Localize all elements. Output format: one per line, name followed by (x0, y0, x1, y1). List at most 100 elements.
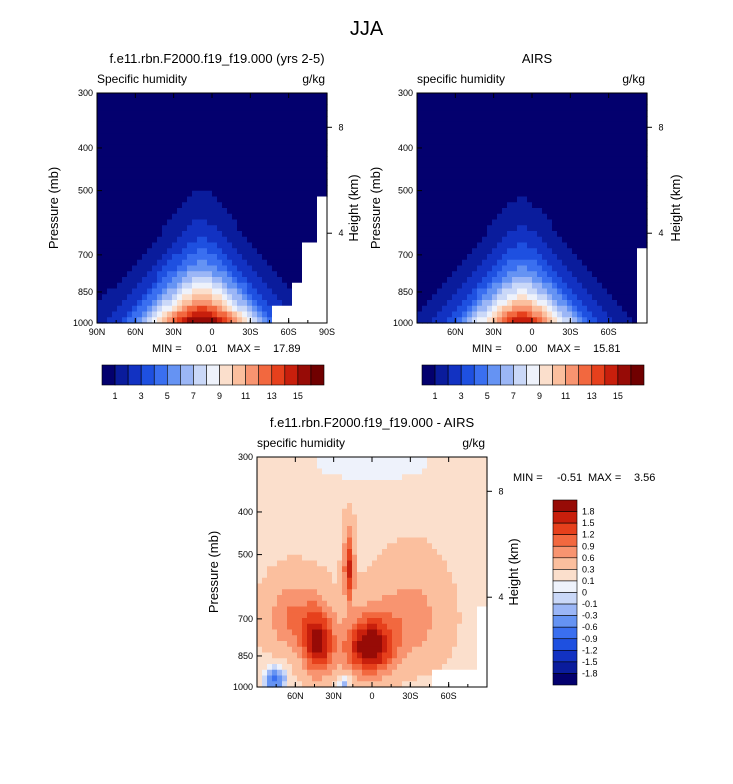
panel-1-cell (117, 98, 123, 106)
panel-1-cell (252, 167, 258, 175)
panel-3-cell (257, 503, 263, 510)
panel-1-cell (192, 127, 198, 134)
panel-1-cell (97, 277, 103, 284)
panel-1-cell (237, 213, 243, 221)
panel-1-cell (257, 110, 263, 117)
panel-2-cell (597, 121, 603, 129)
panel-2-cell (482, 271, 488, 278)
panel-2-cell (622, 173, 628, 180)
panel-2-cell (637, 277, 643, 284)
panel-2-cell (602, 127, 608, 134)
panel-3-cell (377, 641, 383, 648)
panel-2-cell (637, 259, 643, 267)
panel-2-cell (462, 202, 468, 209)
panel-2-cell (527, 139, 533, 146)
panel-3-cell (312, 514, 318, 521)
panel-3-cell (367, 572, 373, 579)
panel-3-cell (287, 497, 293, 504)
panel-2-cell (537, 213, 543, 221)
panel-2-cell (632, 254, 638, 261)
panel-3-cell (382, 669, 388, 677)
panel-3-cell (317, 664, 323, 671)
panel-2-cell (492, 133, 498, 140)
panel-2-cell (552, 190, 558, 198)
panel-3-cell (377, 566, 383, 573)
panel-3-cell (382, 549, 388, 556)
panel-1-cell (302, 167, 308, 175)
panel-2-cell (437, 305, 443, 313)
panel-2-cell (642, 282, 648, 290)
panel-3-cell (392, 577, 398, 585)
panel-2-cell (502, 190, 508, 198)
panel-1-cell (322, 288, 328, 295)
panel-1-cell (162, 294, 168, 301)
panel-2-cell (567, 185, 573, 192)
panel-1-cell (202, 271, 208, 278)
panel-1-cell (217, 213, 223, 221)
panel-3-cell (292, 468, 298, 475)
panel-1-cell (142, 144, 148, 152)
panel-2-cell (417, 196, 423, 203)
panel-3-cell (267, 606, 273, 613)
panel-2-cell (617, 225, 623, 232)
panel-3-cell (322, 681, 328, 688)
panel-1-cell (287, 98, 293, 106)
panel-3-cell (307, 560, 313, 567)
panel-2-cell (547, 225, 553, 232)
panel-3-cell (382, 457, 388, 464)
panel-3-cell (397, 531, 403, 539)
panel-3-cell (357, 629, 363, 636)
panel-2-cell (537, 305, 543, 313)
panel-1-cell (137, 219, 143, 226)
panel-1-cell (177, 294, 183, 301)
panel-3-cell (382, 577, 388, 585)
panel-2-cell (442, 202, 448, 209)
panel-1-colorbar-label: 3 (139, 391, 144, 401)
panel-1-cell (137, 167, 143, 175)
panel-2-cell (522, 173, 528, 180)
panel-3-cell (257, 577, 263, 585)
panel-1-cell (317, 265, 323, 272)
panel-2-cell (502, 167, 508, 175)
panel-1-cell (127, 185, 133, 192)
panel-1-cell (167, 156, 173, 163)
panel-2-cell (477, 294, 483, 301)
panel-3-cell (332, 480, 338, 487)
panel-1-cell (307, 317, 313, 324)
panel-3-cell (322, 629, 328, 636)
panel-3-cell (377, 583, 383, 590)
panel-1-cell (212, 282, 218, 290)
panel-1-cell (322, 213, 328, 221)
panel-2-cell (492, 225, 498, 232)
panel-2-cell (482, 121, 488, 129)
panel-3-cell (262, 474, 268, 481)
panel-2-cell (522, 139, 528, 146)
panel-3-cell (317, 629, 323, 636)
panel-3-cell (257, 600, 263, 608)
panel-2-cell (447, 236, 453, 244)
panel-3-cell (282, 572, 288, 579)
panel-1-cell (292, 277, 298, 284)
panel-2-cell (587, 104, 593, 111)
panel-3-cell (367, 600, 373, 608)
panel-2-cell (572, 93, 578, 100)
panel-1-cell (137, 127, 143, 134)
panel-1-cell (272, 133, 278, 140)
panel-1-cell (117, 265, 123, 272)
panel-2-cell (532, 317, 538, 324)
panel-3-cell (282, 664, 288, 671)
panel-2-cell (627, 317, 633, 324)
panel-1-cell (102, 317, 108, 324)
panel-3-cell (302, 462, 308, 470)
panel-1-cell (272, 282, 278, 290)
panel-2-cell (422, 219, 428, 226)
panel-1-cell (267, 104, 273, 111)
panel-2-cell (437, 93, 443, 100)
panel-2-cell (482, 196, 488, 203)
panel-1-cell (307, 271, 313, 278)
panel-1-cell (227, 162, 233, 169)
panel-1-cell (272, 231, 278, 238)
panel-1-cell (222, 167, 228, 175)
panel-3-cell (317, 531, 323, 539)
panel-2-cell (462, 185, 468, 192)
